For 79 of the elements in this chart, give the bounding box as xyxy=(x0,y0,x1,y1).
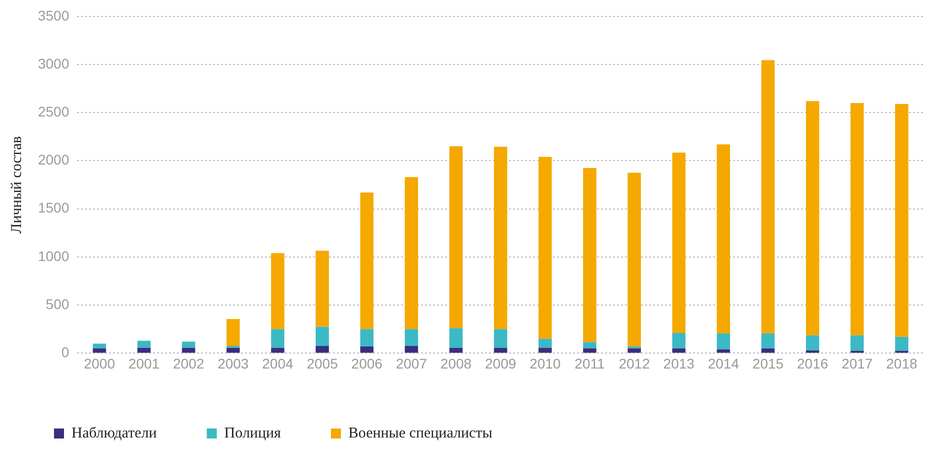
bar xyxy=(316,326,329,346)
bar xyxy=(806,335,820,350)
bar xyxy=(449,348,463,353)
bar xyxy=(404,177,418,330)
bar xyxy=(494,348,508,353)
x-tick-label: 2011 xyxy=(574,355,605,372)
y-tick-label: 1000 xyxy=(38,248,70,264)
legend-label: Наблюдатели xyxy=(72,425,157,442)
y-tick-label: 2500 xyxy=(38,103,70,120)
bar xyxy=(226,348,240,353)
bar xyxy=(271,348,284,353)
bar xyxy=(672,152,686,333)
bar xyxy=(850,335,864,351)
bar xyxy=(316,346,329,353)
y-tick-label: 3500 xyxy=(38,7,70,24)
x-tick-label: 2007 xyxy=(396,355,428,372)
x-tick-label: 2018 xyxy=(886,355,918,372)
x-tick-label: 2008 xyxy=(440,355,472,372)
bar xyxy=(494,146,508,330)
bar xyxy=(494,329,508,348)
y-tick-label: 500 xyxy=(46,296,70,312)
bar xyxy=(271,329,284,348)
bar xyxy=(806,101,820,336)
bar xyxy=(360,329,374,346)
bar xyxy=(850,103,864,336)
bar xyxy=(895,336,908,351)
bar xyxy=(628,172,641,346)
bar xyxy=(360,346,374,353)
bar xyxy=(271,253,284,330)
bar xyxy=(182,348,196,353)
bar xyxy=(92,348,106,353)
bar xyxy=(226,319,240,346)
y-tick-label: 1500 xyxy=(38,200,70,216)
x-tick-label: 2012 xyxy=(618,355,650,372)
legend-label: Полиция xyxy=(224,425,282,442)
x-tick-label: 2009 xyxy=(484,355,516,372)
bar xyxy=(449,328,463,348)
x-tick-label: 2017 xyxy=(842,355,873,372)
x-tick-label: 2002 xyxy=(172,355,204,372)
legend-label: Военные специалисты xyxy=(348,425,492,442)
bar xyxy=(538,348,552,353)
bar xyxy=(137,348,151,353)
bar xyxy=(716,333,730,350)
bar xyxy=(761,348,775,353)
y-axis-title: Личный состав xyxy=(8,136,25,234)
bar xyxy=(360,192,374,330)
bar xyxy=(538,338,552,348)
x-tick-label: 2015 xyxy=(752,355,784,372)
bar xyxy=(761,333,775,348)
x-tick-label: 2006 xyxy=(351,355,383,372)
bar xyxy=(92,344,106,348)
x-tick-label: 2005 xyxy=(306,355,338,372)
x-tick-label: 2004 xyxy=(262,355,294,372)
y-tick-label: 2000 xyxy=(38,152,70,168)
bar xyxy=(583,342,596,348)
x-tick-label: 2016 xyxy=(796,355,828,372)
x-tick-label: 2014 xyxy=(708,355,740,372)
y-tick-label: 3000 xyxy=(38,55,70,72)
bar xyxy=(895,104,908,337)
bar xyxy=(672,348,686,353)
bar xyxy=(761,60,775,334)
x-tick-label: 2003 xyxy=(218,355,249,372)
bar xyxy=(316,250,329,327)
y-tick-label: 0 xyxy=(61,344,70,360)
bar xyxy=(137,340,151,348)
bar xyxy=(404,329,418,346)
x-tick-label: 2001 xyxy=(128,355,160,372)
bar xyxy=(672,332,686,348)
bar xyxy=(716,144,730,334)
bar xyxy=(538,156,552,339)
bar xyxy=(449,146,463,328)
bar xyxy=(583,168,596,342)
bar xyxy=(628,348,641,353)
x-tick-label: 2013 xyxy=(663,355,695,372)
bar xyxy=(182,342,196,348)
x-tick-label: 2000 xyxy=(84,355,116,372)
x-tick-label: 2010 xyxy=(530,355,561,372)
bar xyxy=(404,346,418,353)
bar xyxy=(583,348,596,353)
